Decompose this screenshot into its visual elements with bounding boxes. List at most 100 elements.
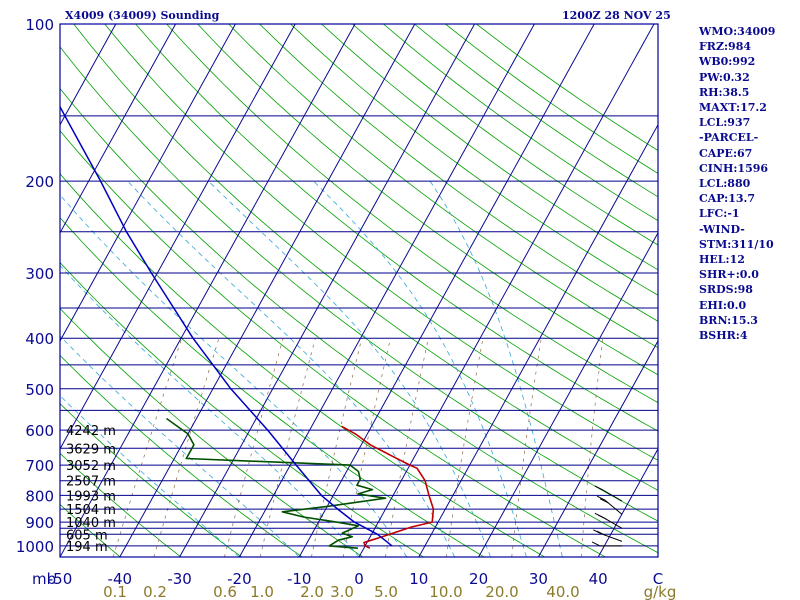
pressure-tick-label: 300	[25, 265, 54, 283]
stat-item: CINH:1596	[699, 161, 769, 175]
dry-adiabat	[352, 24, 658, 246]
wind-barb-feather	[596, 530, 606, 536]
pressure-tick-label: 200	[25, 173, 54, 191]
height-label: 3629 m	[66, 442, 116, 457]
mixing-ratio-label: 3.0	[330, 583, 354, 600]
stat-item: MAXT:17.2	[699, 101, 767, 115]
mixing-ratio-line	[385, 338, 429, 557]
wind-barb	[593, 529, 623, 542]
plot-area	[0, 24, 658, 557]
isotherm	[60, 24, 236, 342]
isotherm	[60, 24, 177, 234]
dry-adiabat	[321, 24, 658, 271]
height-label: 194 m	[66, 540, 108, 555]
isotherm	[119, 24, 416, 557]
stat-item: WMO:34009	[699, 25, 776, 38]
plot-frame	[59, 23, 659, 558]
isotherm	[60, 24, 356, 557]
wind-barb	[591, 541, 622, 547]
wind-barb	[594, 512, 623, 529]
height-label: 3052 m	[66, 459, 116, 474]
height-label: 605 m	[66, 528, 108, 543]
mixing-ratio-unit: g/kg	[644, 583, 677, 600]
isotherm	[60, 24, 117, 126]
mixing-ratio-label: 20.0	[485, 583, 518, 600]
dry-adiabat	[60, 46, 658, 522]
pressure-tick-label: 500	[25, 381, 54, 399]
moist-adiabat	[429, 180, 563, 557]
dry-adiabat	[259, 24, 658, 322]
height-label: 1040 m	[66, 516, 116, 531]
stat-item: -WIND-	[699, 222, 745, 236]
temperature-tick-label: 30	[529, 570, 548, 588]
temperature-tick-label: -30	[167, 570, 192, 588]
pressure-tick-label: 400	[25, 330, 54, 348]
wind-barb	[594, 485, 623, 502]
isotherm	[478, 231, 658, 557]
pressure-tick-label: 100	[25, 16, 54, 34]
moist-adiabat	[313, 180, 527, 557]
temperature-tick-label: -40	[108, 570, 133, 588]
mixing-ratio-label: 40.0	[546, 583, 579, 600]
pressure-tick-label: 800	[25, 487, 54, 505]
temperature-tick-label: 20	[469, 570, 488, 588]
pressure-tick-label: 600	[25, 422, 54, 440]
isotherm	[418, 123, 658, 557]
mixing-ratio-label: 1.0	[250, 583, 274, 600]
isotherm	[537, 339, 658, 557]
mixing-ratio-line	[445, 338, 484, 557]
mixing-ratio-line	[224, 338, 284, 557]
dry-adiabat	[60, 217, 485, 557]
isotherm	[179, 24, 476, 557]
moist-adiabat	[127, 180, 456, 557]
stat-item: SRDS:98	[699, 283, 753, 297]
valid-time: 1200Z 28 NOV 25	[562, 9, 671, 22]
isotherm	[238, 24, 535, 557]
stat-item: RH:38.5	[699, 85, 750, 99]
height-label: 4242 m	[66, 424, 116, 439]
stat-item: LCL:937	[699, 116, 751, 130]
dry-adiabat	[60, 452, 182, 557]
stat-item: CAPE:67	[699, 146, 753, 160]
pressure-tick-label: 1000	[16, 538, 54, 556]
temperature-tick-label: -10	[287, 570, 312, 588]
mixing-ratio-line	[259, 338, 316, 557]
stat-item: SHR+:0.0	[699, 268, 759, 282]
temperature-tick-label: -20	[227, 570, 252, 588]
dry-adiabat	[104, 24, 658, 461]
temperature-tick-label: C	[653, 570, 663, 588]
wind-barb-feather	[591, 541, 601, 547]
height-label: 2507 m	[66, 475, 116, 490]
stat-item: STM:311/10	[699, 237, 774, 251]
temperature-tick-label: 40	[589, 570, 608, 588]
height-label: 1993 m	[66, 489, 116, 504]
moist-adiabat	[60, 335, 300, 557]
temperature-tick-label: -50	[48, 570, 73, 588]
wind-barb-feather	[598, 514, 607, 520]
dry-adiabat	[60, 354, 303, 557]
wind-barb-feather	[594, 485, 604, 491]
isotherm	[597, 447, 658, 557]
pressure-tick-label: 700	[25, 457, 54, 475]
isotherm	[358, 24, 655, 557]
dry-adiabat	[60, 261, 424, 557]
mixing-ratio-line	[342, 338, 391, 557]
stat-item: BRN:15.3	[699, 313, 758, 327]
isotherm	[0, 24, 56, 557]
stat-item: PW:0.32	[699, 70, 750, 84]
dry-adiabat	[60, 130, 606, 557]
mixing-ratio-label: 0.6	[213, 583, 237, 600]
mixing-ratio-line	[311, 338, 363, 557]
dry-adiabat	[197, 24, 658, 376]
dry-adiabat	[73, 24, 658, 491]
stat-item: WB0:992	[699, 55, 756, 69]
stat-item: BSHR:4	[699, 329, 748, 343]
isotherm	[60, 24, 296, 450]
mixing-ratio-line	[112, 338, 183, 557]
pressure-tick-label: 900	[25, 514, 54, 532]
stat-item: LCL:880	[699, 177, 751, 191]
stat-item: HEL:12	[699, 253, 745, 267]
x-axis-unit-label: mb	[32, 570, 56, 588]
temperature-tick-label: 10	[409, 570, 428, 588]
mixing-ratio-line	[153, 338, 220, 557]
